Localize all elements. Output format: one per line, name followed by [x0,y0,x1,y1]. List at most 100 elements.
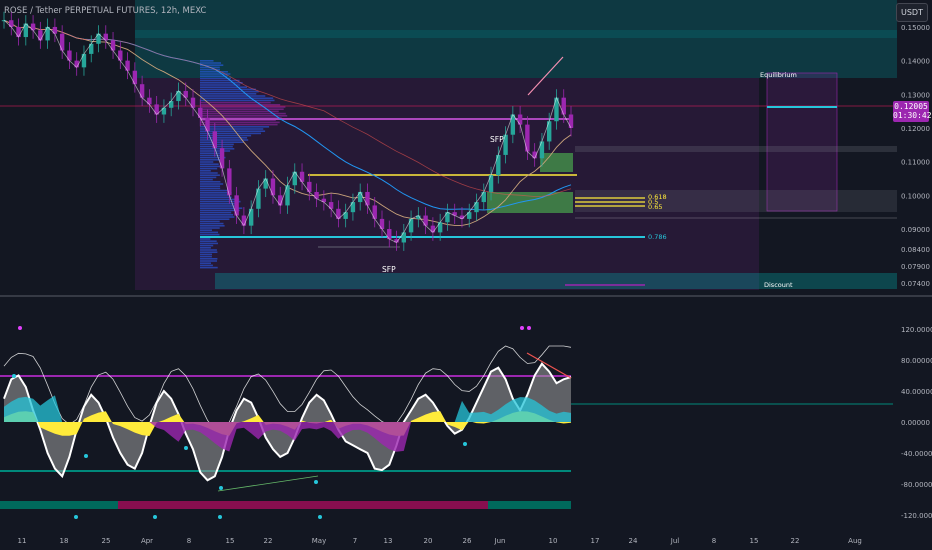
candle-body [292,171,297,186]
candle-body [532,151,537,159]
candle-body [67,50,72,61]
price-tick-label: 0.11000 [901,159,930,167]
trend-bar-teal-left [0,501,118,509]
volume-bar [200,225,225,227]
oscillator-tick-label: 120.00000 [901,326,932,334]
volume-bar [200,95,266,97]
oscillator-axis[interactable]: 120.00000 80.00000 40.00000 0.00000 -40.0000… [901,326,932,520]
oscillator-tick-label: -120.00000 [901,512,932,520]
premium-zone [135,0,897,78]
signal-dot [74,515,78,519]
candle-body [198,107,203,118]
volume-bar [200,163,219,165]
volume-bar [200,181,221,183]
volume-bar [200,218,230,220]
candle-body [96,33,101,44]
volume-bar [200,156,226,159]
signal-dot [12,374,16,378]
volume-bar [200,104,281,106]
candle-body [81,53,87,68]
price-tick-label: 0.08400 [901,246,930,254]
candle-body [190,97,196,108]
candle-body [227,168,232,196]
time-tick-label: 7 [353,537,357,545]
volume-bar [200,161,214,163]
candle-body [474,202,479,213]
candle-body [147,97,152,105]
price-axis[interactable]: 0.15000 0.14000 0.13000 0.12000 0.11000 0.100… [901,24,930,288]
volume-bar [200,176,217,179]
candle-body [205,117,210,132]
volume-bar [200,231,218,234]
last-price-tag: 0.12005 01:30:42 [893,101,932,122]
time-tick-label: 22 [264,537,273,545]
oscillator-signal-line [3,345,572,433]
candle-body [357,191,363,203]
candle-body [379,218,385,230]
volume-bar [200,189,229,192]
candle-body [118,50,123,61]
volume-bar [200,106,286,108]
volume-bar [200,170,211,172]
volume-bar [200,119,276,121]
volume-bar [200,68,220,71]
candle-body [561,97,566,115]
volume-bar [200,216,235,218]
oscillator-wave-line [3,362,572,482]
candle-body [525,124,530,152]
candle-body [430,225,436,233]
volume-bar [200,194,229,196]
signal-dot [318,515,322,519]
candle-body [16,26,21,38]
time-tick-label: Jul [670,537,680,545]
candle-body [387,229,392,240]
time-tick-label: 11 [18,537,27,545]
candle-body [256,188,261,209]
candle-body [401,232,407,243]
volume-bar [200,260,217,262]
volume-bar [200,64,224,66]
volume-bar [200,112,286,115]
signal-dot [527,326,531,330]
time-tick-label: 22 [791,537,800,545]
currency-button[interactable]: USDT [896,3,928,22]
price-tick-label: 0.10000 [901,192,930,200]
volume-bar [200,240,217,242]
price-tick-label: 0.07400 [901,280,930,288]
candle-body [299,171,305,182]
candle-body [23,23,29,38]
candle-body [30,23,36,31]
volume-bar [200,205,238,207]
volume-bar [200,128,264,130]
discount-zone [215,273,897,289]
candle-body [459,215,465,219]
fib-label-0618: 0.618 [648,193,667,201]
candle-body [467,212,472,219]
candle-body [372,205,377,219]
volume-bar [200,220,220,223]
volume-bar [200,90,259,93]
time-tick-label: 8 [712,537,716,545]
price-close-line [3,19,572,244]
divergence-line-red [526,352,572,379]
volume-bar [200,258,218,260]
time-axis[interactable]: 11 18 25 Apr 8 15 22 May 7 13 20 26 Jun 10 17 24 Jul 8 15 2… [18,537,862,545]
fib-label-05: 0.5 [648,198,658,206]
volume-bar [200,178,213,181]
volume-bar [200,88,256,91]
volume-bar [200,79,240,82]
volume-bar [200,211,232,214]
money-flow-cyan [4,395,571,422]
sfp-label-upper: SFP [490,135,504,144]
symbol-title[interactable]: ROSE / Tether PERPETUAL FUTURES, 12h, ME… [4,6,207,16]
price-tick-label: 0.13000 [901,91,930,99]
candle-body [539,141,545,159]
volume-bar [200,200,241,203]
trend-bar-teal-right [488,501,571,509]
candle-body [278,195,283,206]
time-tick-label: 18 [60,537,69,545]
time-tick-label: 13 [384,537,393,545]
candle-body [212,131,218,149]
candle-body [183,90,188,98]
